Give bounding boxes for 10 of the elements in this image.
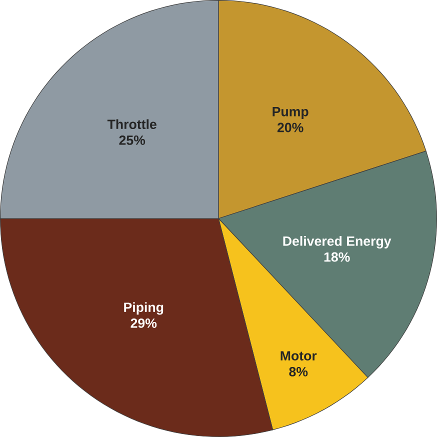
slice-label: Pump <box>272 107 308 119</box>
data-label: 29% <box>130 318 157 328</box>
data-label: 25% <box>119 135 146 145</box>
data-label: 18% <box>324 252 350 262</box>
data-label: 20% <box>277 122 304 132</box>
slice-label: Delivered Energy <box>283 236 392 249</box>
slice-label: Throttle <box>107 119 156 130</box>
data-label: 8% <box>289 366 308 376</box>
slice-label: Motor <box>280 351 317 361</box>
slice-label: Piping <box>124 302 164 315</box>
